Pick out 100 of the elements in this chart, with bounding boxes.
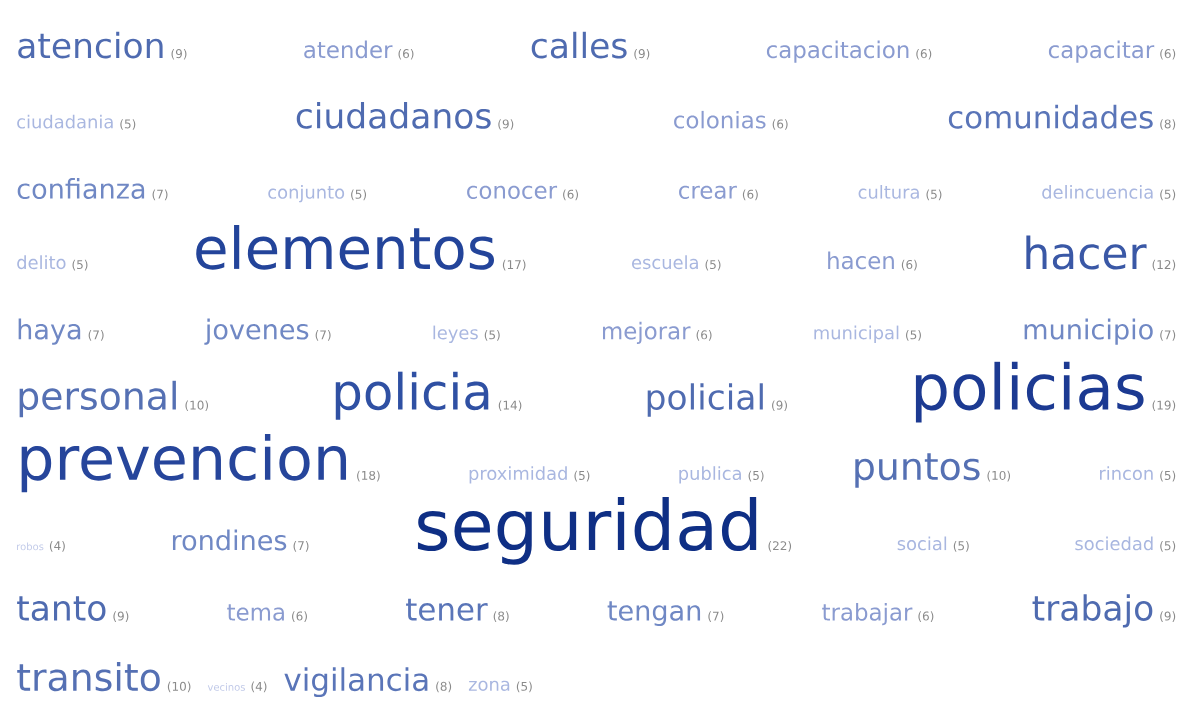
data-label: (5) xyxy=(1160,540,1176,552)
category-label: escuela xyxy=(632,255,698,270)
category-label: capacitar xyxy=(1048,40,1155,63)
category-label: ciudadanos xyxy=(296,102,491,129)
category-label: colonias xyxy=(674,110,766,129)
data-label: (8) xyxy=(436,681,452,693)
data-label: (5) xyxy=(748,470,764,482)
data-label: (22) xyxy=(768,540,792,552)
category-label: elementos xyxy=(196,224,495,270)
data-label: (9) xyxy=(171,48,187,60)
data-label: (12) xyxy=(1152,259,1176,271)
data-label: (5) xyxy=(72,259,88,271)
category-label: hacer xyxy=(1026,235,1147,270)
data-label: (9) xyxy=(1160,611,1176,622)
category-label: hacen xyxy=(828,251,894,270)
data-label: (5) xyxy=(705,259,721,271)
category-label: municipio xyxy=(1024,318,1153,345)
category-label: proximidad xyxy=(469,466,567,484)
category-label: confianza xyxy=(17,178,145,199)
data-label: (5) xyxy=(953,540,969,552)
category-label: jovenes xyxy=(204,318,309,345)
category-label: rondines xyxy=(172,529,287,551)
category-label: sociedad xyxy=(1075,536,1153,551)
data-label: (5) xyxy=(484,330,500,341)
data-label: (5) xyxy=(120,119,136,130)
data-label: (6) xyxy=(918,611,934,622)
data-label: (6) xyxy=(901,259,917,271)
category-label: leyes xyxy=(433,325,478,343)
data-label: (6) xyxy=(742,189,758,201)
data-label: (6) xyxy=(772,119,788,130)
data-label: (8) xyxy=(1160,119,1176,130)
category-label: delito xyxy=(17,255,66,270)
data-label: (9) xyxy=(498,119,514,130)
data-label: (17) xyxy=(502,259,526,271)
data-label: (6) xyxy=(696,330,712,341)
category-label: vecinos xyxy=(207,683,245,691)
data-label: (14) xyxy=(498,400,522,412)
data-label: (7) xyxy=(315,330,331,341)
category-label: conjunto xyxy=(268,184,345,203)
data-label: (10) xyxy=(167,681,191,693)
category-label: prevencion xyxy=(21,433,347,493)
data-label: (5) xyxy=(1160,470,1176,482)
category-label: comunidades xyxy=(948,104,1153,129)
data-label: (10) xyxy=(987,470,1011,482)
data-label: (7) xyxy=(293,540,309,552)
category-label: tener xyxy=(406,598,488,621)
data-label: (6) xyxy=(398,48,414,60)
category-label: transito xyxy=(17,661,160,692)
category-label: robos xyxy=(17,542,44,551)
category-label: capacitacion xyxy=(766,40,909,63)
category-label: vigilancia xyxy=(284,667,428,698)
category-label: rincon xyxy=(1100,466,1153,481)
category-label: personal xyxy=(19,380,176,418)
category-label: tanto xyxy=(17,596,106,621)
category-label: atender xyxy=(304,40,393,59)
data-label: (4) xyxy=(49,540,65,552)
category-label: delincuencia xyxy=(1042,184,1153,199)
data-label: (6) xyxy=(916,48,932,60)
data-label: (5) xyxy=(906,330,921,341)
data-label: (9) xyxy=(772,400,787,412)
category-label: mejorar xyxy=(603,321,691,344)
data-label: (9) xyxy=(113,611,129,622)
data-label: (5) xyxy=(926,189,942,201)
category-label: zona xyxy=(468,680,510,691)
data-label: (5) xyxy=(574,470,590,482)
data-label: (4) xyxy=(251,681,267,693)
data-label: (5) xyxy=(351,189,367,201)
data-label: (7) xyxy=(88,330,104,341)
category-label: ciudadania xyxy=(17,114,113,129)
data-label: (18) xyxy=(357,470,380,482)
category-label: seguridad xyxy=(417,496,757,565)
category-label: crear xyxy=(679,185,737,199)
category-label: social xyxy=(897,536,947,551)
category-label: policial xyxy=(647,383,763,417)
category-label: haya xyxy=(18,318,81,345)
category-label: trabajo xyxy=(1032,594,1153,628)
data-label: (6) xyxy=(1160,48,1176,60)
category-label: tengan xyxy=(607,601,701,627)
category-label: policia xyxy=(335,371,489,420)
data-label: (6) xyxy=(563,189,579,201)
data-label: (19) xyxy=(1152,400,1176,412)
category-label: calles xyxy=(531,31,627,59)
category-label: puntos xyxy=(855,453,980,488)
category-label: policias xyxy=(915,361,1144,423)
data-label: (7) xyxy=(1160,330,1176,341)
data-label: (9) xyxy=(634,48,650,60)
category-label: atencion xyxy=(18,31,163,59)
data-label: (7) xyxy=(152,189,168,201)
data-label: (7) xyxy=(708,611,724,622)
data-label: (10) xyxy=(185,400,209,412)
category-label: conocer xyxy=(467,185,558,199)
category-label: publica xyxy=(679,466,741,484)
category-label: tema xyxy=(227,604,284,621)
category-label: municipal xyxy=(814,325,899,343)
data-label: (5) xyxy=(1160,189,1176,201)
category-label: cultura xyxy=(858,184,919,199)
data-label: (8) xyxy=(493,611,509,622)
data-label: (5) xyxy=(516,681,532,693)
data-label: (6) xyxy=(292,611,307,622)
category-label: trabajar xyxy=(822,602,913,626)
